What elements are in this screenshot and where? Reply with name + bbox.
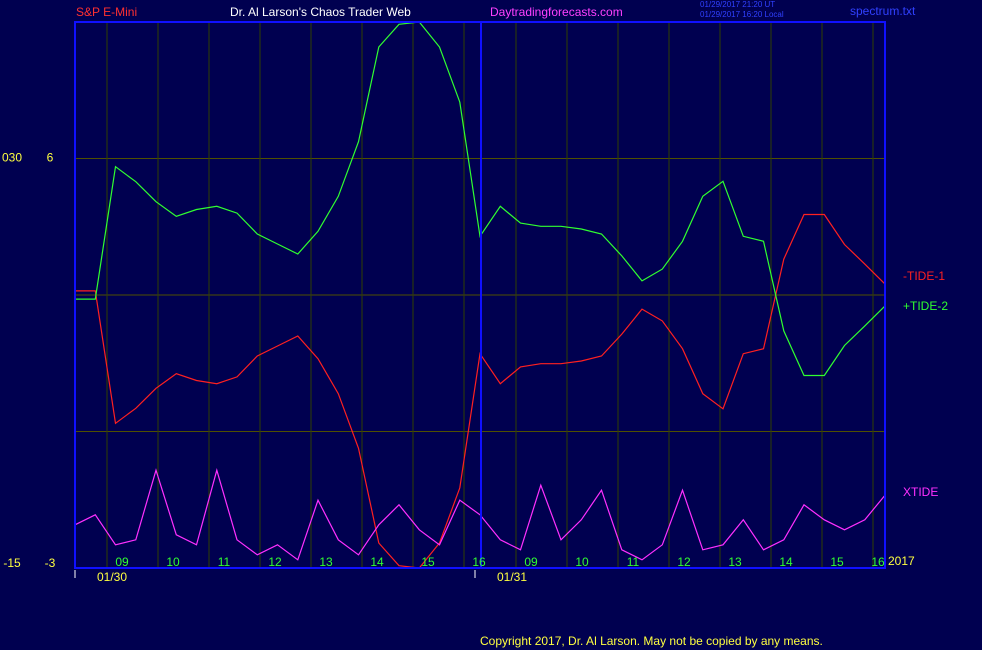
timestamp: 01/29/2017 21:20 UT [700,0,775,9]
x-tick-label: 15 [421,555,435,569]
header-left: S&P E-Mini [76,5,137,19]
x-tick-label: 13 [728,555,742,569]
x-tick-label: 09 [524,555,538,569]
x-tick-label: 12 [677,555,691,569]
y2-tick-label: 030 [2,151,22,165]
timestamp: 01/29/2017 16:20 Local [700,10,784,19]
x-tick-label: 12 [268,555,282,569]
x-tick-label: 14 [370,555,384,569]
x-tick-label: 15 [830,555,844,569]
x-tick-label: 10 [166,555,180,569]
x-tick-label: 13 [319,555,333,569]
x-tick-label: 09 [115,555,129,569]
legend-label: +TIDE-2 [903,299,948,313]
x-tick-label: 16 [871,555,885,569]
date-label: 01/30 [97,570,127,584]
x-tick-label: 11 [218,555,231,569]
y-tick-label: 6 [47,151,54,165]
site: Daytradingforecasts.com [490,5,623,19]
chart-title: Dr. Al Larson's Chaos Trader Web [230,5,411,19]
x-tick-label: 11 [627,555,640,569]
x-tick-label: 14 [779,555,793,569]
date-label: 01/31 [497,570,527,584]
legend-label: -TIDE-1 [903,269,945,283]
file: spectrum.txt [850,4,916,18]
x-tick-label: 16 [472,555,486,569]
x-tick-label: 10 [575,555,589,569]
y-tick-label: -3 [45,556,56,570]
legend-label: XTIDE [903,485,938,499]
year: 2017 [888,554,915,568]
footer: Copyright 2017, Dr. Al Larson. May not b… [480,634,823,648]
y2-tick-label: -15 [3,556,21,570]
